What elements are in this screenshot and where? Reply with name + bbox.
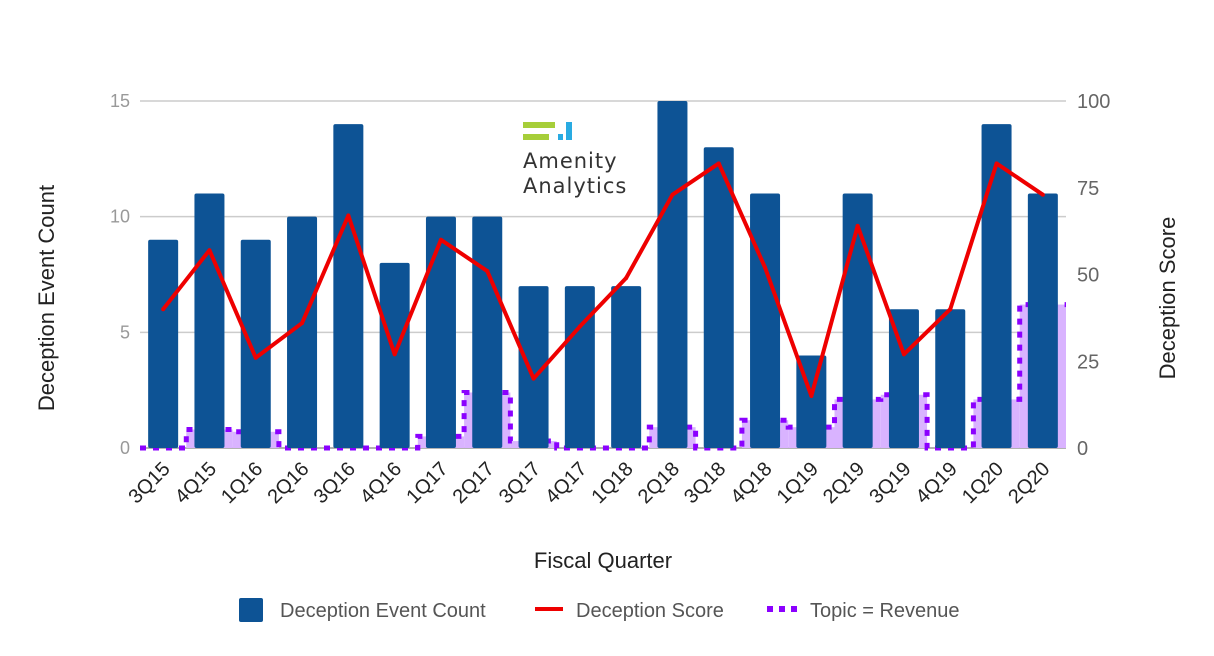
x-tick-label: 3Q17 — [495, 458, 545, 508]
revenue-series — [140, 302, 1066, 451]
x-axis-title: Fiscal Quarter — [534, 548, 672, 573]
score-point — [207, 248, 212, 253]
right-axis-ticks: 0 25 50 75 100 — [1077, 91, 1110, 460]
bar — [472, 216, 503, 448]
score-point — [438, 237, 443, 242]
y2-tick-label: 50 — [1077, 265, 1099, 287]
score-point — [855, 223, 860, 228]
y-tick-label: 0 — [120, 438, 130, 458]
x-tick-label: 2Q19 — [819, 458, 869, 508]
x-tick-label: 3Q19 — [865, 458, 915, 508]
bar — [750, 193, 781, 448]
bar — [333, 124, 364, 448]
score-point — [253, 355, 258, 360]
y2-tick-label: 25 — [1077, 351, 1099, 373]
score-point — [300, 321, 305, 326]
bar — [703, 147, 734, 448]
legend-label-event-count: Deception Event Count — [280, 600, 486, 622]
revenue-step-line — [140, 302, 1066, 451]
x-axis-ticks: 3Q154Q151Q162Q163Q164Q161Q172Q173Q174Q17… — [125, 458, 1055, 508]
logo-mark-green-bottom — [523, 134, 549, 140]
score-point — [531, 376, 536, 381]
score-point — [763, 265, 768, 270]
bar — [564, 286, 595, 448]
x-tick-label: 1Q17 — [402, 458, 452, 508]
logo-mark-green-top — [523, 122, 555, 128]
left-axis-ticks: 0 5 10 15 — [110, 91, 130, 458]
bar — [611, 286, 642, 448]
logo-mark-blue-dot — [558, 134, 563, 140]
score-point — [624, 275, 629, 280]
bar — [657, 101, 688, 448]
score-point — [392, 352, 397, 357]
score-point — [485, 269, 490, 274]
x-tick-label: 1Q16 — [217, 458, 267, 508]
bar — [518, 286, 549, 448]
x-tick-label: 3Q18 — [680, 458, 730, 508]
logo: Amenity Analytics — [523, 122, 627, 198]
score-point — [994, 161, 999, 166]
score-point — [901, 352, 906, 357]
bar — [194, 193, 225, 448]
score-line — [161, 161, 1044, 398]
bar — [981, 124, 1012, 448]
x-tick-label: 4Q18 — [726, 458, 776, 508]
x-tick-label: 2Q16 — [263, 458, 313, 508]
legend-label-deception-score: Deception Score — [576, 600, 724, 622]
y-tick-label: 10 — [110, 207, 130, 227]
bar — [240, 239, 271, 448]
legend-label-topic-revenue: Topic = Revenue — [810, 600, 960, 622]
legend-swatch-event-count — [239, 598, 263, 622]
logo-text-line2: Analytics — [523, 174, 627, 198]
score-point — [577, 324, 582, 329]
bar — [1027, 193, 1058, 448]
bar — [287, 216, 318, 448]
y2-tick-label: 0 — [1077, 438, 1088, 460]
score-line-series — [161, 161, 1045, 398]
x-tick-label: 2Q20 — [1004, 458, 1054, 508]
score-point — [1040, 192, 1045, 197]
y2-axis-title: Deception Score — [1155, 217, 1180, 380]
bar — [888, 309, 919, 448]
x-tick-label: 1Q19 — [773, 458, 823, 508]
bar-series — [148, 101, 1058, 448]
bar — [935, 309, 966, 448]
x-tick-label: 4Q17 — [541, 458, 591, 508]
bar — [148, 239, 179, 448]
x-tick-label: 4Q15 — [171, 458, 221, 508]
score-point — [716, 161, 721, 166]
y-axis-title: Deception Event Count — [34, 185, 59, 411]
y-tick-label: 5 — [120, 322, 130, 342]
score-point — [670, 192, 675, 197]
x-tick-label: 3Q16 — [310, 458, 360, 508]
score-point — [346, 213, 351, 218]
score-point — [948, 307, 953, 312]
y2-tick-label: 75 — [1077, 178, 1099, 200]
score-point — [809, 393, 814, 398]
bar — [425, 216, 456, 448]
logo-mark-blue-bar — [566, 122, 572, 140]
x-tick-label: 4Q19 — [912, 458, 962, 508]
x-tick-label: 2Q18 — [634, 458, 684, 508]
x-tick-label: 1Q20 — [958, 458, 1008, 508]
x-tick-label: 3Q15 — [125, 458, 175, 508]
score-point — [161, 307, 166, 312]
logo-text-line1: Amenity — [523, 149, 618, 173]
x-tick-label: 1Q18 — [588, 458, 638, 508]
y2-tick-label: 100 — [1077, 91, 1110, 113]
y-tick-label: 15 — [110, 91, 130, 111]
legend: Deception Event Count Deception Score To… — [239, 598, 960, 622]
x-tick-label: 4Q16 — [356, 458, 406, 508]
x-tick-label: 2Q17 — [449, 458, 499, 508]
